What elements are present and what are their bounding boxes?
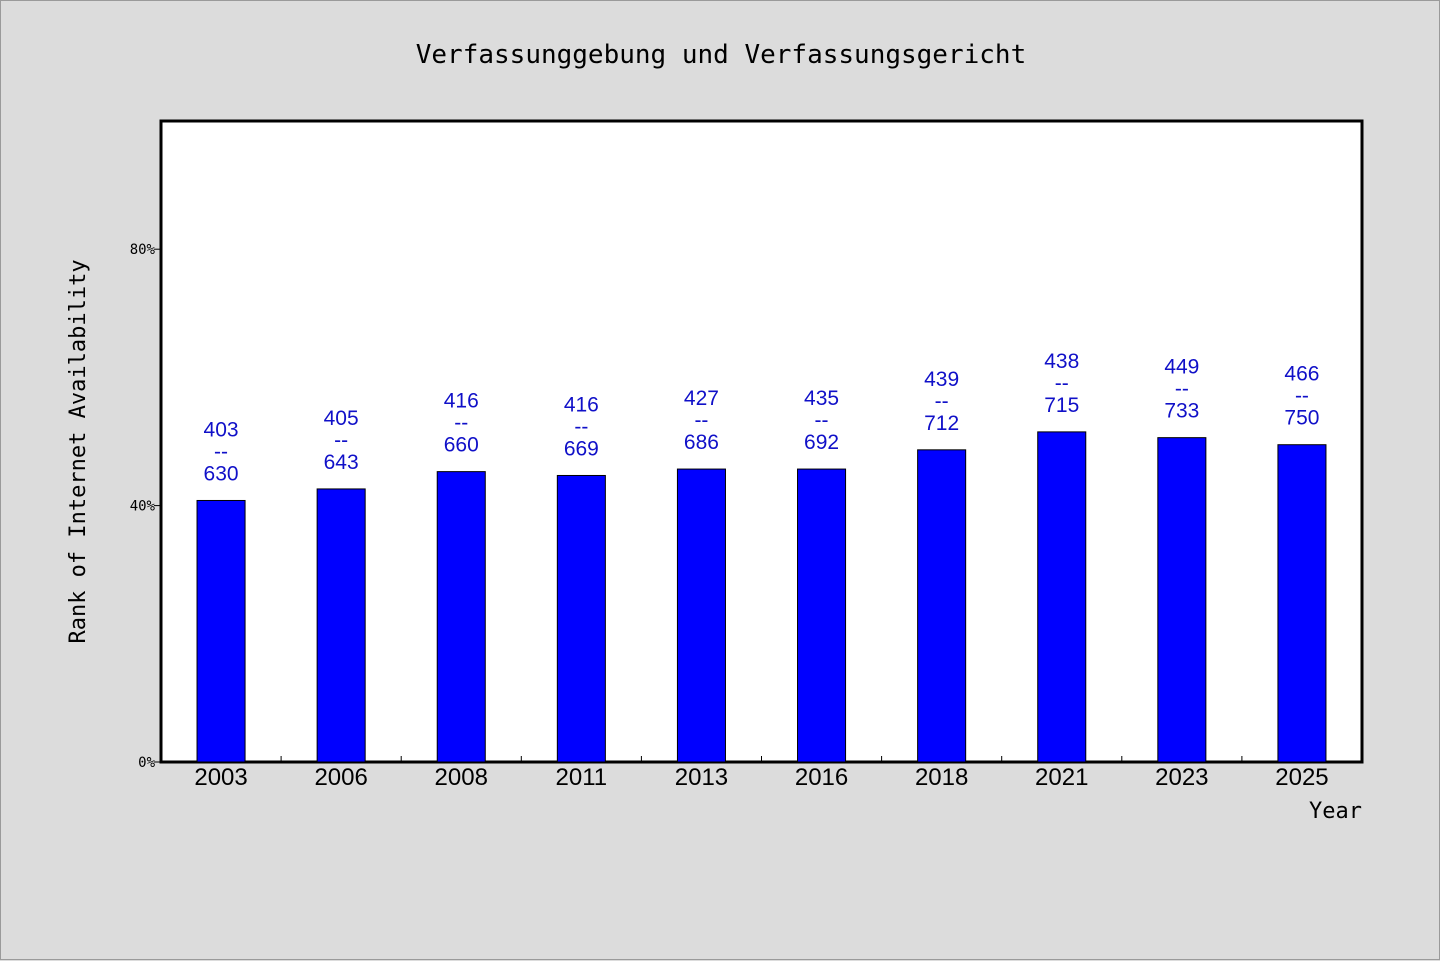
data-label: 416 (564, 393, 599, 416)
data-label: 416 (444, 390, 479, 413)
y-tick-label: 80% (130, 242, 156, 258)
data-label: 750 (1284, 407, 1319, 430)
bar (196, 499, 246, 763)
data-label: 660 (444, 434, 479, 457)
data-label: 686 (684, 431, 719, 454)
bar (316, 488, 366, 763)
data-label: -- (1175, 378, 1189, 401)
x-tick-label: 2016 (795, 764, 848, 791)
data-label: 427 (684, 387, 719, 410)
bar (676, 468, 726, 763)
data-label: -- (694, 409, 708, 432)
y-tick-label: 0% (138, 755, 155, 771)
data-label: 630 (204, 462, 239, 485)
data-label: 438 (1044, 350, 1079, 373)
data-label: 715 (1044, 394, 1079, 417)
data-label: 643 (324, 451, 359, 474)
x-axis-title: Year (1309, 799, 1362, 824)
bar (1277, 444, 1327, 763)
data-label: 435 (804, 387, 839, 410)
data-label: -- (1055, 372, 1069, 395)
bar (917, 449, 967, 763)
data-label: 692 (804, 431, 839, 454)
bar (797, 468, 847, 763)
bar (436, 471, 486, 763)
data-label: 405 (324, 407, 359, 430)
data-label: -- (935, 390, 949, 413)
y-axis: 0% 40% 80% (130, 242, 161, 771)
x-tick-label: 2006 (314, 764, 367, 791)
data-label: -- (454, 412, 468, 435)
data-label: 733 (1164, 400, 1199, 423)
data-label: -- (334, 429, 348, 452)
x-tick-label: 2025 (1275, 764, 1328, 791)
bar (556, 474, 606, 763)
data-labels-group: 403--630405--643416--660416--669427--686… (204, 350, 1320, 486)
data-label: 712 (924, 412, 959, 435)
x-axis: 2003 2006 2008 2011 2013 2016 2018 2021 2023 2025 (194, 756, 1329, 791)
x-tick-label: 2008 (435, 764, 488, 791)
data-label: 439 (924, 368, 959, 391)
chart-title: Verfassunggebung und Verfassungsgericht (416, 40, 1026, 70)
x-tick-label: 2011 (556, 764, 608, 791)
data-label: 466 (1284, 363, 1319, 386)
bar (1157, 437, 1207, 763)
data-label: -- (1295, 385, 1309, 408)
x-tick-label: 2018 (915, 764, 968, 791)
bars-group (196, 431, 1327, 763)
x-tick-label: 2021 (1035, 764, 1088, 791)
data-label: -- (574, 415, 588, 438)
x-tick-label: 2013 (675, 764, 728, 791)
x-tick-label: 2023 (1155, 764, 1208, 791)
data-label: -- (214, 440, 228, 463)
y-tick-label: 40% (130, 499, 156, 515)
data-label: 669 (564, 437, 599, 460)
data-label: 403 (204, 418, 239, 441)
y-axis-title: Rank of Internet Availability (66, 259, 91, 643)
data-label: -- (815, 409, 829, 432)
bar (1037, 431, 1087, 763)
x-tick-label: 2003 (194, 764, 247, 791)
data-label: 449 (1164, 356, 1199, 379)
